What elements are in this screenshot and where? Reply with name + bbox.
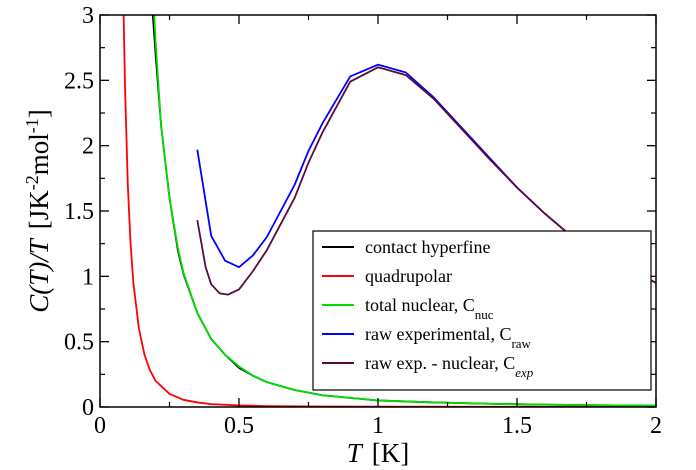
- legend-label: raw exp. - nuclear, Cexp: [365, 353, 534, 380]
- legend: contact hyperfine quadrupolar total nuclea…: [312, 230, 652, 391]
- legend-label: contact hyperfine: [365, 237, 490, 257]
- legend-label: raw experimental, Craw: [365, 324, 532, 351]
- y-axis-unit-suffix: ]: [24, 109, 54, 118]
- y-tick-label: 3: [82, 3, 94, 29]
- x-tick-label: 1.5: [502, 413, 532, 439]
- y-axis-unit-exp1: -2: [22, 175, 42, 190]
- y-tick-label: 2: [82, 134, 94, 160]
- x-axis-var: T: [347, 438, 364, 468]
- series-line-5: [196, 66, 656, 296]
- x-tick-label: 1: [372, 413, 384, 439]
- x-tick-label: 2: [650, 413, 662, 439]
- legend-label: quadrupolar: [365, 266, 452, 286]
- y-tick-label: 0.5: [64, 330, 94, 356]
- y-tick-label: 2.5: [64, 68, 94, 94]
- x-tick-label: 0.5: [224, 413, 254, 439]
- x-tick-label: 0: [94, 413, 106, 439]
- series-line-3: [153, 15, 656, 407]
- y-axis-title: C(T)/T [JK-2mol-1]: [22, 109, 54, 313]
- x-axis-unit: [K]: [372, 438, 409, 468]
- legend-label: total nuclear, Cnuc: [365, 295, 494, 322]
- y-axis-unit-prefix: [JK: [24, 190, 54, 229]
- legend-box: [312, 230, 652, 391]
- y-tick-label: 1.5: [64, 199, 94, 225]
- y-axis-unit-mid: mol: [24, 133, 54, 175]
- axes-layer: 0 0.5 1 1.5 2 0 0.5 1 1.5 2 2.5 3: [64, 3, 662, 439]
- y-axis-func: C(T)/T: [24, 237, 54, 313]
- y-tick-label: 1: [82, 264, 94, 290]
- y-tick-label: 0: [82, 395, 94, 421]
- x-axis-title: T [K]: [347, 438, 410, 468]
- y-axis-unit-exp2: -1: [22, 118, 42, 133]
